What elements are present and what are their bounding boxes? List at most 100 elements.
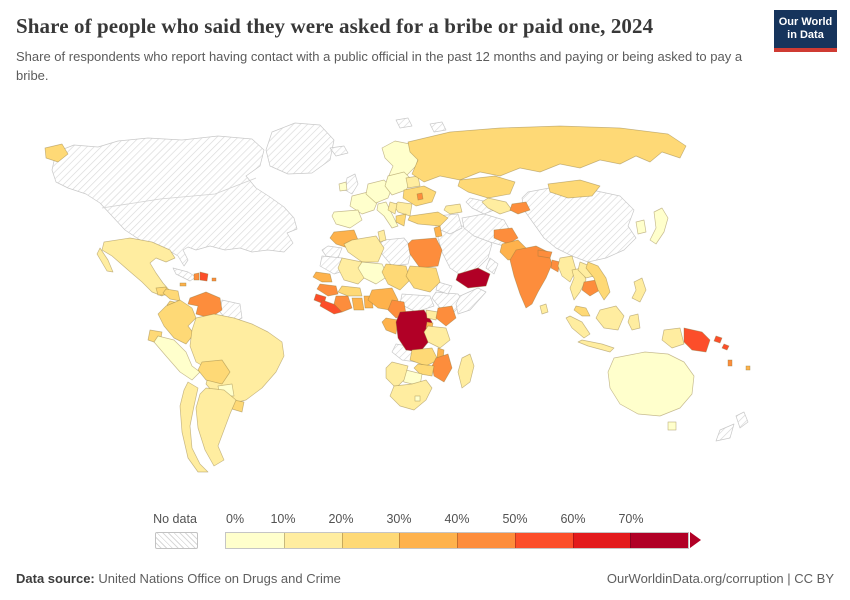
legend-tick-label-0: 0% [226,512,245,526]
country-mongolia [547,179,601,199]
country-papua-new-guinea [683,327,711,353]
legend-tick-label-2: 20% [328,512,354,526]
legend-tick-label-7: 70% [618,512,644,526]
legend-bin-0[interactable] [226,533,284,548]
country-somalia [455,287,487,315]
country-mexico-baja [96,247,114,273]
owid-logo-line2: in Data [787,29,824,41]
world-map-svg [44,117,751,473]
country-cambodia [581,279,601,297]
country-sudan [405,265,441,293]
country-fiji [745,365,751,371]
legend-arrow [690,532,701,548]
country-libya [379,237,413,267]
country-niger [357,261,389,285]
country-italy [376,201,399,229]
country-dominican-republic [199,271,209,282]
page-title: Share of people who said they were asked… [16,14,654,38]
country-liberia [319,299,343,315]
country-russia-chukotka [44,143,69,163]
country-indonesia-borneo [595,305,625,331]
country-turkey [407,211,449,227]
chart-footer: Data source: United Nations Office on Dr… [16,571,834,586]
country-malaysia [573,305,591,317]
legend-tick-label-6: 60% [560,512,586,526]
country-moldova [416,192,424,201]
legend-bin-4[interactable] [457,533,515,548]
data-source-value: United Nations Office on Drugs and Crime [94,571,341,586]
country-guinea [316,283,339,297]
owid-url-link[interactable]: OurWorldinData.org/corruption | CC BY [606,571,834,586]
country-gabon-congo [381,317,399,335]
country-china [521,185,637,263]
country-algeria [343,235,385,263]
legend-no-data-label: No data [153,512,197,526]
owid-logo[interactable]: Our World in Data [774,10,837,52]
legend-bin-3[interactable] [399,533,457,548]
country-ghana [351,297,365,311]
legend-bin-7[interactable] [630,533,688,548]
legend-tick-labels: 0% 10% 20% 30% 40% 50% 60% 70% [225,512,705,528]
country-south-korea [635,219,647,235]
owid-logo-line1: Our World [778,16,833,28]
legend-tick-label-5: 50% [502,512,528,526]
page-subtitle: Share of respondents who report having c… [16,49,743,83]
country-chile [179,381,209,473]
country-indonesia-java [577,339,615,353]
country-arctic-islands-1 [395,117,413,129]
country-greece [395,213,407,227]
country-chad [381,263,411,291]
country-arctic-islands-2 [429,121,447,133]
country-solomon-1 [713,335,723,344]
country-iceland [329,145,349,157]
country-egypt [407,237,443,269]
country-myanmar [557,255,577,283]
legend-bin-5[interactable] [514,533,573,548]
country-jamaica [179,282,187,287]
country-sri-lanka [539,303,549,315]
map-legend: No data 0% 10% 20% 30% 40% 50% 60% 70% [0,511,850,557]
country-new-zealand-north [735,411,749,429]
country-tanzania [423,325,451,349]
country-oman [485,257,499,275]
country-solomon-2 [721,343,730,351]
legend-bin-6[interactable] [572,533,631,548]
country-mexico [101,237,176,297]
country-kenya [435,305,457,327]
country-honduras-nicaragua [162,288,181,302]
country-vietnam [585,261,611,301]
country-israel-jordan [433,225,443,238]
country-cuba [172,267,197,282]
country-kazakhstan [457,175,516,199]
country-yemen [455,267,491,289]
country-canada-us [51,135,298,267]
country-russia [407,125,687,183]
data-source-label: Data source: [16,571,95,586]
country-kyrgyzstan-tajikistan [509,201,531,215]
world-map [0,100,850,508]
legend-bin-1[interactable] [283,533,342,548]
country-caucasus [443,203,463,215]
country-uk [344,173,359,195]
legend-bin-2[interactable] [341,533,400,548]
country-australia-tasmania [667,421,677,431]
country-argentina [195,387,237,467]
country-burkina-faso [337,285,363,297]
country-haiti [193,272,200,281]
country-belarus [405,175,421,189]
country-japan [649,207,669,245]
legend-tick-label-3: 30% [386,512,412,526]
country-uganda [425,309,439,321]
country-zambia [409,347,439,367]
country-philippines [631,277,647,303]
border-canada-us [101,177,257,209]
country-eritrea-djibouti [435,281,453,295]
legend-scale: 0% 10% 20% 30% 40% 50% 60% 70% [225,511,705,557]
country-balkans [387,201,398,215]
country-lesotho [414,395,421,402]
legend-no-data-swatch[interactable] [155,532,198,549]
country-cote-divoire [333,295,353,313]
country-iberia [331,209,363,229]
country-bangladesh [550,259,561,273]
